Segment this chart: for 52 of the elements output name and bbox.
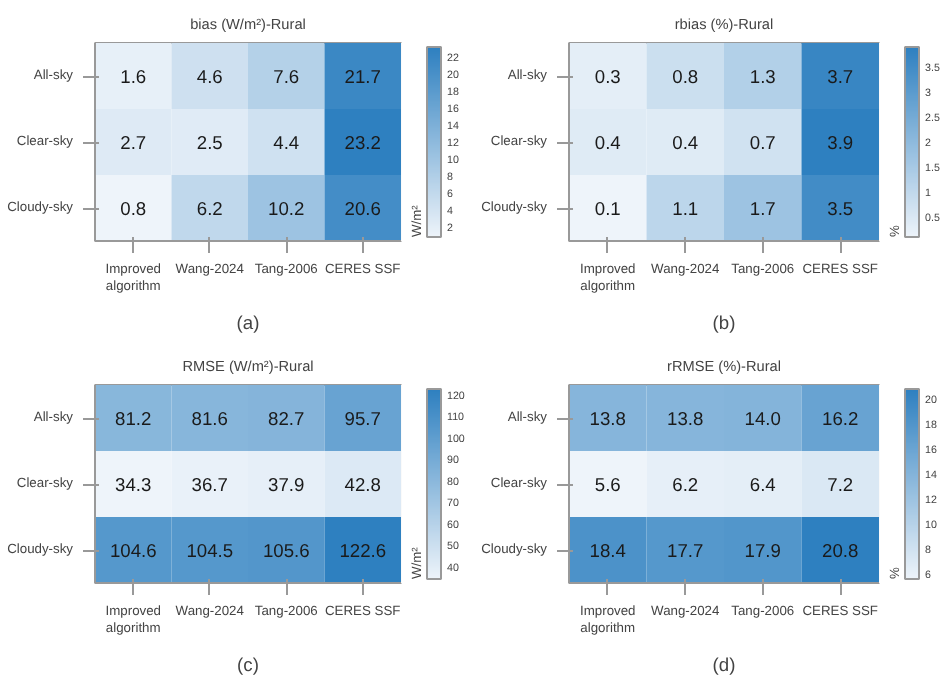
data-label: 23.2 [344,133,381,153]
data-label: 2.5 [196,133,223,153]
data-label: 95.7 [344,409,381,429]
data-label: 18.4 [589,541,626,561]
data-label: 3.5 [827,199,854,219]
data-label: 0.3 [594,67,621,87]
text: (a) [236,313,260,333]
data-label: 13.8 [667,409,704,429]
data-label: 17.7 [667,541,704,561]
data-label: 7.2 [827,475,854,495]
data-label: 14.0 [744,409,781,429]
data-label: 0.7 [749,133,776,153]
data-label: 7.6 [273,67,300,87]
data-label: 20.6 [344,199,381,219]
data-label: 0.8 [120,199,147,219]
data-label: 10.2 [268,199,305,219]
data-label: 3.7 [827,67,854,87]
data-label: 104.6 [109,541,157,561]
data-label: 13.8 [589,409,626,429]
text: (d) [712,655,736,675]
data-label: 5.6 [594,475,621,495]
data-label: 81.2 [115,409,152,429]
text: (c) [237,655,259,675]
data-label: 36.7 [191,475,228,495]
data-label: 4.4 [273,133,300,153]
data-label: 0.1 [594,199,621,219]
data-label: 6.2 [672,475,699,495]
data-label: 3.9 [827,133,854,153]
data-label: 0.4 [672,133,699,153]
data-label: 1.6 [120,67,147,87]
data-label: 6.4 [749,475,776,495]
data-label: 42.8 [344,475,381,495]
data-label: 16.2 [822,409,859,429]
data-label: 82.7 [268,409,305,429]
data-label: 4.6 [196,67,223,87]
data-label: 34.3 [115,475,152,495]
data-label: 104.5 [186,541,234,561]
data-label: 105.6 [262,541,310,561]
data-label: 1.1 [672,199,699,219]
data-label: 21.7 [344,67,381,87]
data-label: 81.6 [191,409,228,429]
data-label: 2.7 [120,133,147,153]
data-label: 1.7 [749,199,776,219]
data-label: 1.3 [749,67,776,87]
data-label: 37.9 [268,475,305,495]
data-label: 6.2 [196,199,223,219]
data-label: 0.8 [672,67,699,87]
data-label: 122.6 [339,541,387,561]
data-label: 17.9 [744,541,781,561]
text: (b) [712,313,736,333]
data-label: 20.8 [822,541,859,561]
data-label: 0.4 [594,133,621,153]
